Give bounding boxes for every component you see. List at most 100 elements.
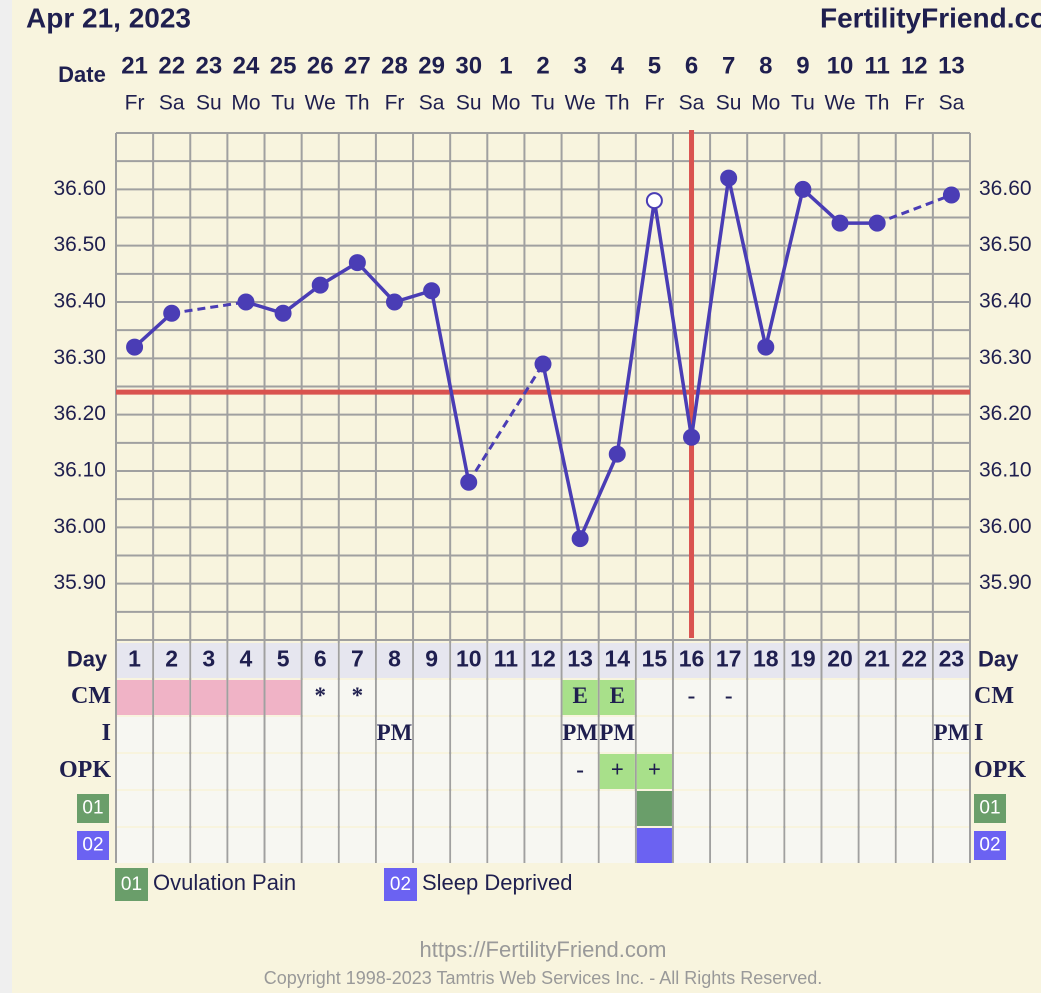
temp-point <box>126 338 144 356</box>
y-tick-label-right: 36.50 <box>979 233 1032 256</box>
table-cell <box>451 717 487 752</box>
table-cell <box>451 680 487 715</box>
cell-value: - <box>576 757 584 782</box>
day-cell <box>339 643 375 678</box>
y-tick-label: 36.00 <box>53 515 106 538</box>
day-cell <box>265 643 301 678</box>
temp-point <box>942 186 960 204</box>
cell-value: E <box>610 683 625 708</box>
table-cell <box>302 754 338 789</box>
y-tick-label: 35.90 <box>53 571 106 594</box>
row-label-right: I <box>974 720 983 746</box>
cycle-day: 6 <box>314 646 327 672</box>
table-cell <box>154 680 190 715</box>
table-cell <box>339 754 375 789</box>
cycle-day: 18 <box>753 646 779 672</box>
day-cell <box>525 643 561 678</box>
day-cell <box>673 643 710 678</box>
row-label-box-right <box>974 794 1006 823</box>
temp-point <box>423 282 441 300</box>
gap-bridge <box>467 363 545 484</box>
table-cell <box>191 680 227 715</box>
row-label-right: 02 <box>979 835 1000 856</box>
weekday-label: Th <box>605 92 630 115</box>
cycle-day: 10 <box>456 646 482 672</box>
temp-line <box>541 177 878 545</box>
row-label: 02 <box>82 835 103 856</box>
day-cell <box>896 643 932 678</box>
legend-text: Sleep Deprived <box>422 870 572 895</box>
weekday-label: Su <box>456 92 482 115</box>
cycle-day: 7 <box>351 646 364 672</box>
table-cell <box>636 680 672 715</box>
table-cell <box>785 791 821 826</box>
table-cell <box>636 791 672 826</box>
table-cell <box>339 717 375 752</box>
cycle-day: 4 <box>240 646 253 672</box>
weekday-label: Mo <box>231 92 260 115</box>
weekday-label: We <box>824 92 855 115</box>
y-tick-label-right: 36.20 <box>979 402 1032 425</box>
table-cell <box>339 828 375 863</box>
date-label: 1 <box>499 52 512 79</box>
weekday-label: Sa <box>159 92 185 115</box>
table-cell <box>191 754 227 789</box>
table-cell <box>785 754 821 789</box>
table-cell <box>525 717 561 752</box>
table-cell <box>822 791 858 826</box>
chart-date: Apr 21, 2023 <box>26 2 191 33</box>
footer-url: https://FertilityFriend.com <box>420 937 667 962</box>
table-cell <box>933 680 969 715</box>
cell-value: + <box>648 757 661 782</box>
table-cell <box>711 791 747 826</box>
y-tick-label: 36.10 <box>53 459 106 482</box>
table-cell <box>451 828 487 863</box>
table-cell <box>859 717 895 752</box>
date-label: 5 <box>648 52 661 79</box>
table-cell <box>711 680 747 715</box>
row-label-box-right <box>974 831 1006 860</box>
weekday-label: Fr <box>644 92 664 115</box>
table-cell <box>822 717 858 752</box>
table-cell <box>933 791 969 826</box>
y-tick-label: 36.30 <box>53 346 106 369</box>
date-label: 2 <box>536 52 549 79</box>
temp-point <box>757 338 775 356</box>
table-cell <box>562 680 598 715</box>
day-cell <box>228 643 264 678</box>
legend-code: 01 <box>121 874 142 895</box>
table-cell <box>117 791 153 826</box>
table-cell <box>933 828 969 863</box>
weekday-label: Th <box>345 92 370 115</box>
weekday-label: We <box>565 92 596 115</box>
table-cell <box>265 828 301 863</box>
date-label: 26 <box>307 52 334 79</box>
table-cell <box>451 791 487 826</box>
table-cell <box>228 717 264 752</box>
row-label: I <box>102 720 111 746</box>
cell-value: + <box>611 757 624 782</box>
row-label: 01 <box>82 798 103 819</box>
weekday-label: Sa <box>679 92 705 115</box>
table-cell <box>673 754 710 789</box>
weekday-label: Tu <box>531 92 555 115</box>
table-cell <box>228 791 264 826</box>
table-cell <box>562 717 598 752</box>
table-cell <box>785 680 821 715</box>
table-cell <box>525 680 561 715</box>
cycle-day: 12 <box>530 646 556 672</box>
date-label: 4 <box>611 52 625 79</box>
cycle-day: 11 <box>494 646 519 672</box>
table-cell <box>302 680 338 715</box>
temp-point <box>385 293 403 311</box>
table-cell <box>822 680 858 715</box>
date-label: 22 <box>158 52 185 79</box>
table-cell <box>599 680 635 715</box>
temp-point <box>274 304 292 322</box>
date-label: 8 <box>759 52 772 79</box>
table-cell <box>933 717 969 752</box>
temp-point <box>348 254 366 272</box>
date-label: 25 <box>270 52 297 79</box>
cell-value: E <box>572 683 587 708</box>
day-cell <box>785 643 821 678</box>
